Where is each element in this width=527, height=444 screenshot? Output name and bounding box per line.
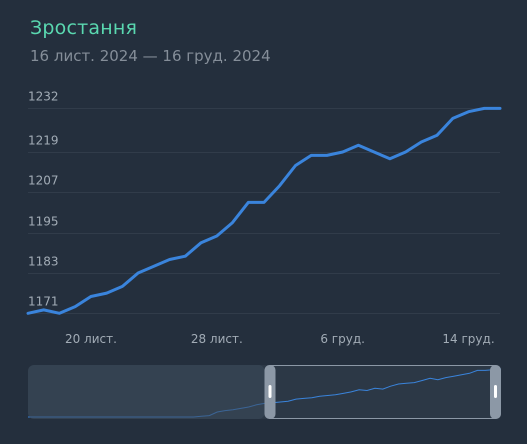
x-tick-label: 6 груд. (320, 332, 365, 346)
y-tick-label: 1232 (28, 90, 59, 104)
x-tick-label: 14 груд. (442, 332, 494, 346)
x-tick-label: 20 лист. (65, 332, 117, 346)
range-navigator[interactable] (28, 365, 502, 419)
grid-lines (28, 108, 500, 314)
y-tick-label: 1207 (28, 174, 59, 188)
navigator-right-grip (494, 385, 497, 398)
chart-title: Зростання (30, 17, 138, 39)
y-tick-label: 1171 (28, 295, 59, 309)
x-tick-label: 28 лист. (191, 332, 243, 346)
series-line (26, 106, 502, 315)
x-axis-ticks: 20 лист. 28 лист. 6 груд. 14 груд. (65, 332, 495, 346)
y-tick-label: 1183 (28, 255, 59, 269)
series-layer (26, 106, 502, 315)
navigator-unselected-mask (28, 365, 265, 419)
y-axis-ticks: 1171 1183 1195 1207 1219 1232 (28, 90, 59, 309)
y-tick-label: 1219 (28, 134, 59, 148)
navigator-left-grip (268, 385, 272, 398)
y-tick-label: 1195 (28, 215, 59, 229)
chart-date-range: 16 лист. 2024 — 16 груд. 2024 (30, 47, 271, 65)
